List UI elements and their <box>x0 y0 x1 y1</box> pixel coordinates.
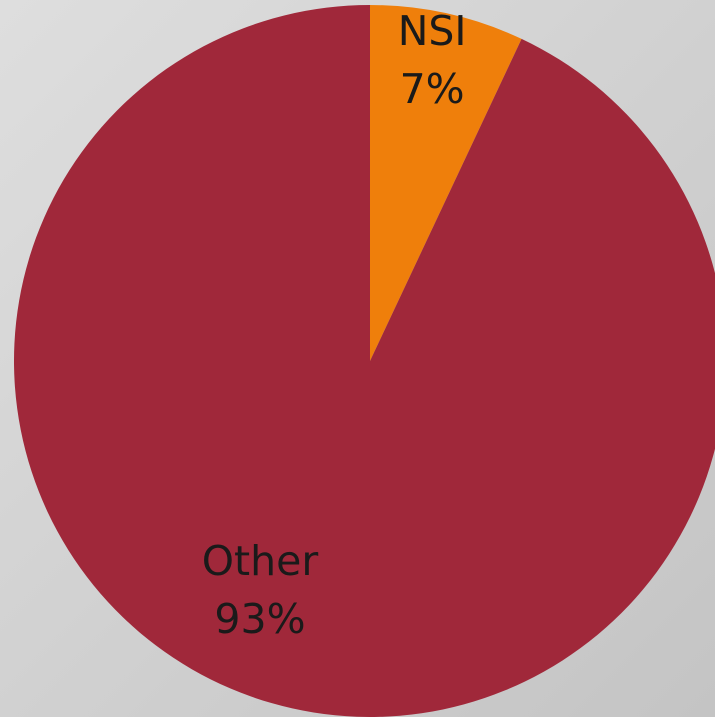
pie <box>14 5 715 717</box>
pie-slice <box>370 5 522 361</box>
pie-slice <box>14 5 715 717</box>
slice-value-label: 7% <box>400 65 465 113</box>
labels: NSI 7% Other 93% <box>202 7 467 643</box>
slice-label: NSI <box>398 7 467 55</box>
slice-value-label: 93% <box>214 595 305 643</box>
slice-label: Other <box>202 537 319 585</box>
